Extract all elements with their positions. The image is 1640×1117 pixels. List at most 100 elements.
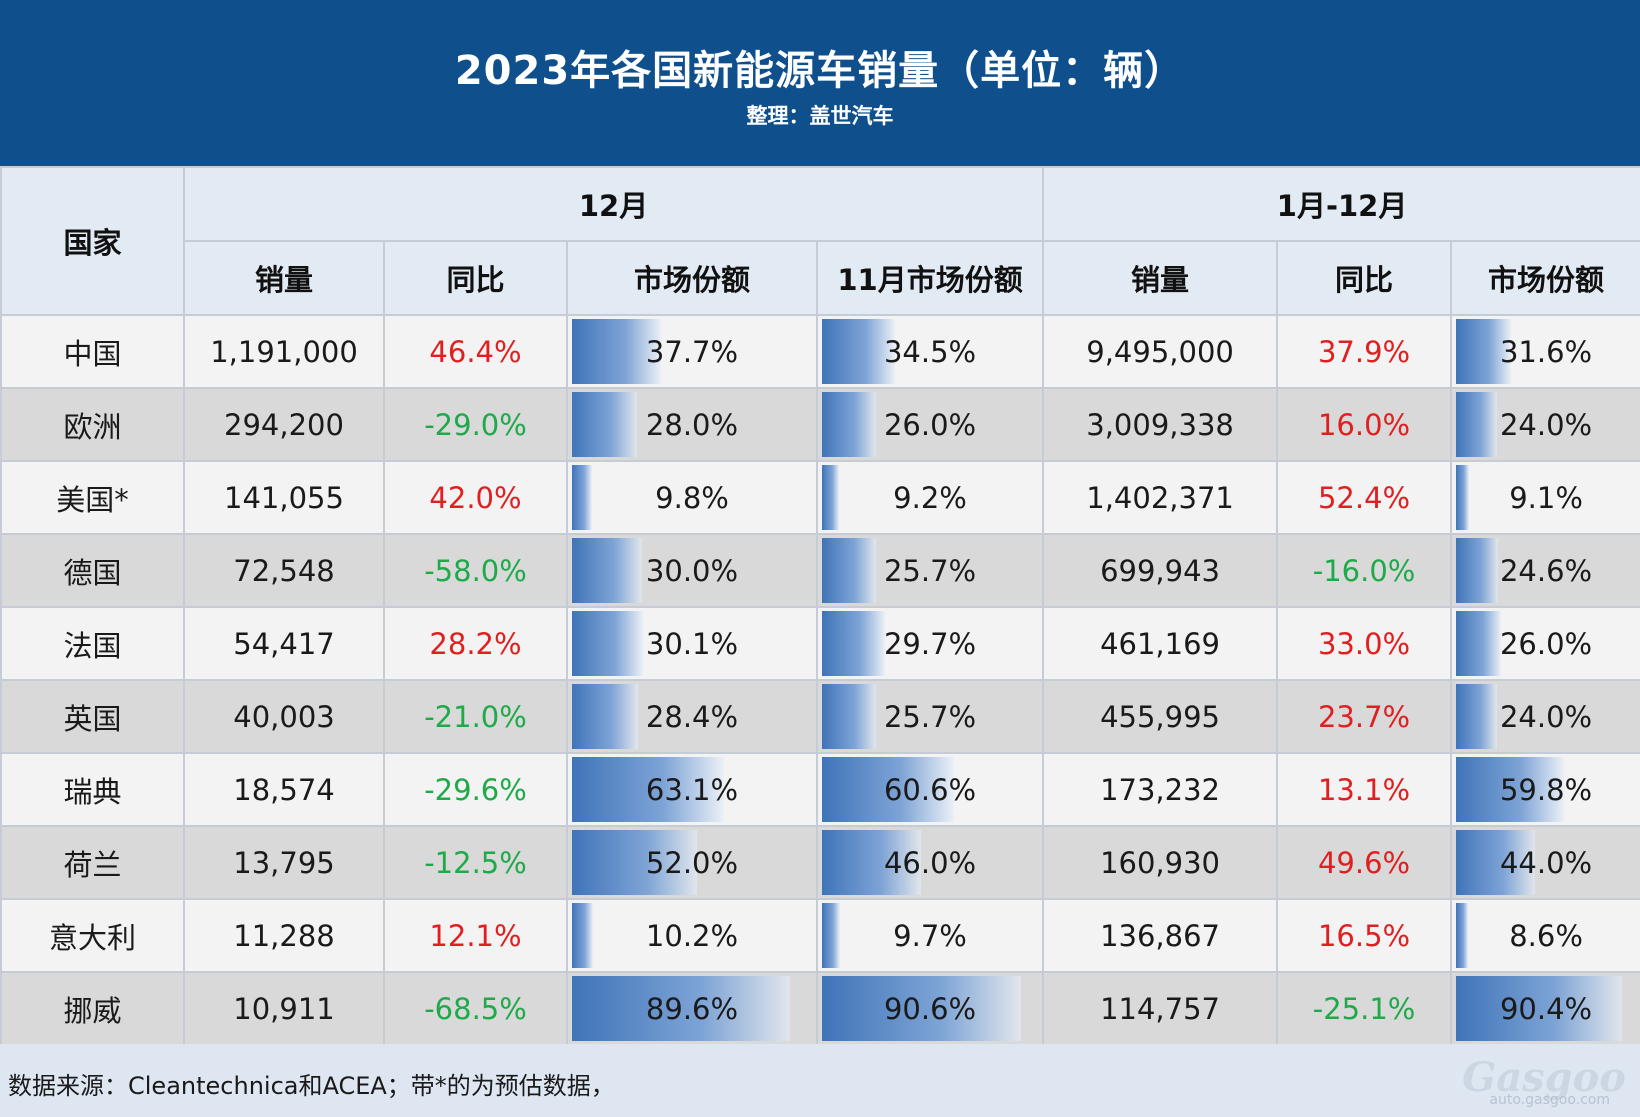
year-sales-cell: 455,995 bbox=[1042, 679, 1279, 754]
nov-share-cell-bar bbox=[822, 757, 954, 822]
year-share-cell-value: 9.1% bbox=[1509, 480, 1583, 515]
col-header-dec-sales: 销量 bbox=[183, 240, 385, 316]
dec-sales-cell: 11,288 bbox=[183, 898, 385, 973]
country-cell: 中国 bbox=[0, 314, 185, 389]
country-header: 国家 bbox=[0, 166, 185, 316]
year-yoy-cell: 23.7% bbox=[1276, 679, 1453, 754]
dec-sales-cell: 13,795 bbox=[183, 825, 385, 900]
col-header-nov-share: 11月市场份额 bbox=[815, 240, 1045, 316]
country-cell: 德国 bbox=[0, 533, 185, 608]
year-yoy-cell: -25.1% bbox=[1276, 971, 1453, 1046]
dec-share-cell: 9.8% bbox=[566, 460, 818, 535]
dec-sales-cell: 72,548 bbox=[183, 533, 385, 608]
col-header-year-yoy: 同比 bbox=[1276, 240, 1453, 316]
page-subtitle: 整理：盖世汽车 bbox=[746, 104, 894, 128]
dec-share-cell-value: 30.0% bbox=[645, 553, 739, 588]
dec-share-cell-bar bbox=[572, 684, 639, 749]
dec-yoy-cell: 46.4% bbox=[383, 314, 568, 389]
year-share-cell-value: 24.0% bbox=[1499, 699, 1593, 734]
dec-yoy-cell: 12.1% bbox=[383, 898, 568, 973]
nov-share-cell: 9.2% bbox=[815, 460, 1045, 535]
dec-share-cell-bar bbox=[572, 319, 662, 384]
year-share-cell: 24.0% bbox=[1450, 387, 1640, 462]
year-share-cell-bar bbox=[1456, 684, 1498, 749]
nov-share-cell-bar bbox=[822, 903, 840, 968]
dec-share-cell-bar bbox=[572, 465, 593, 530]
dec-yoy-cell: 42.0% bbox=[383, 460, 568, 535]
country-cell: 意大利 bbox=[0, 898, 185, 973]
nov-share-cell-value: 34.5% bbox=[883, 334, 977, 369]
group-header-december: 12月 bbox=[182, 166, 1045, 242]
col-header-year-share: 市场份额 bbox=[1450, 240, 1640, 316]
dec-yoy-cell: -12.5% bbox=[383, 825, 568, 900]
nov-share-cell-value: 25.7% bbox=[883, 699, 977, 734]
table-row: 德国 72,548 -58.0% 30.0% 25.7% 699,943 -16.0% 24.… bbox=[0, 533, 1640, 608]
year-share-cell-value: 44.0% bbox=[1499, 845, 1593, 880]
year-share-cell-bar bbox=[1456, 538, 1499, 603]
dec-share-cell-value: 89.6% bbox=[645, 991, 739, 1026]
nov-share-cell-value: 9.2% bbox=[893, 480, 967, 515]
table-body: 中国 1,191,000 46.4% 37.7% 34.5% 9,495,000 37.9%… bbox=[0, 314, 1640, 1046]
year-share-cell: 31.6% bbox=[1450, 314, 1640, 389]
year-share-cell-bar bbox=[1456, 319, 1512, 384]
nov-share-cell-bar bbox=[822, 538, 876, 603]
dec-sales-cell: 54,417 bbox=[183, 606, 385, 681]
dec-sales-cell: 40,003 bbox=[183, 679, 385, 754]
gasgoo-logo: Gasgoo bbox=[1462, 1054, 1626, 1101]
nov-share-cell-bar bbox=[822, 976, 1021, 1041]
dec-share-cell-value: 28.4% bbox=[645, 699, 739, 734]
dec-share-cell-bar bbox=[572, 903, 594, 968]
nov-share-cell-bar bbox=[822, 611, 885, 676]
col-header-year-sales: 销量 bbox=[1042, 240, 1279, 316]
dec-share-cell-bar bbox=[572, 976, 791, 1041]
country-cell: 荷兰 bbox=[0, 825, 185, 900]
dec-yoy-cell: -68.5% bbox=[383, 971, 568, 1046]
year-yoy-cell: 16.0% bbox=[1276, 387, 1453, 462]
year-share-cell-value: 24.6% bbox=[1499, 553, 1593, 588]
country-cell: 英国 bbox=[0, 679, 185, 754]
nov-share-cell: 25.7% bbox=[815, 679, 1045, 754]
nov-share-cell: 90.6% bbox=[815, 971, 1045, 1046]
dec-share-cell-value: 10.2% bbox=[645, 918, 739, 953]
nov-share-cell: 46.0% bbox=[815, 825, 1045, 900]
dec-share-cell: 30.1% bbox=[566, 606, 818, 681]
source-note: 数据来源：Cleantechnica和ACEA；带*的为预估数据， bbox=[8, 1072, 615, 1100]
logo-url: auto.gasgoo.com bbox=[1489, 1092, 1610, 1108]
nov-share-cell: 26.0% bbox=[815, 387, 1045, 462]
col-header-dec-yoy: 同比 bbox=[383, 240, 568, 316]
table-row: 法国 54,417 28.2% 30.1% 29.7% 461,169 33.0% 26.0% bbox=[0, 606, 1640, 681]
table-row: 欧洲 294,200 -29.0% 28.0% 26.0% 3,009,338 16.0% 2… bbox=[0, 387, 1640, 462]
dec-yoy-cell: -29.6% bbox=[383, 752, 568, 827]
nov-share-cell-bar bbox=[822, 392, 877, 457]
nov-share-cell-value: 26.0% bbox=[883, 407, 977, 442]
year-sales-cell: 9,495,000 bbox=[1042, 314, 1279, 389]
nov-share-cell-bar bbox=[822, 319, 896, 384]
nov-share-cell-bar bbox=[822, 830, 922, 895]
dec-sales-cell: 18,574 bbox=[183, 752, 385, 827]
year-share-cell: 9.1% bbox=[1450, 460, 1640, 535]
nov-share-cell-bar bbox=[822, 684, 876, 749]
dec-share-cell-value: 63.1% bbox=[645, 772, 739, 807]
year-share-cell-bar bbox=[1456, 903, 1469, 968]
table-row: 瑞典 18,574 -29.6% 63.1% 60.6% 173,232 13.1% 59.8… bbox=[0, 752, 1640, 827]
year-sales-cell: 1,402,371 bbox=[1042, 460, 1279, 535]
dec-share-cell: 28.0% bbox=[566, 387, 818, 462]
country-cell: 瑞典 bbox=[0, 752, 185, 827]
dec-share-cell: 63.1% bbox=[566, 752, 818, 827]
dec-share-cell: 52.0% bbox=[566, 825, 818, 900]
dec-sales-cell: 1,191,000 bbox=[183, 314, 385, 389]
dec-share-cell: 28.4% bbox=[566, 679, 818, 754]
group-header-full-year: 1月-12月 bbox=[1042, 166, 1640, 242]
country-cell: 挪威 bbox=[0, 971, 185, 1046]
table-row: 挪威 10,911 -68.5% 89.6% 90.6% 114,757 -25.1% 90.… bbox=[0, 971, 1640, 1046]
year-sales-cell: 114,757 bbox=[1042, 971, 1279, 1046]
year-yoy-cell: 13.1% bbox=[1276, 752, 1453, 827]
year-share-cell: 44.0% bbox=[1450, 825, 1640, 900]
year-yoy-cell: 52.4% bbox=[1276, 460, 1453, 535]
dec-sales-cell: 141,055 bbox=[183, 460, 385, 535]
dec-share-cell-value: 28.0% bbox=[645, 407, 739, 442]
table-row: 意大利 11,288 12.1% 10.2% 9.7% 136,867 16.5% 8.6% bbox=[0, 898, 1640, 973]
nov-share-cell-value: 46.0% bbox=[883, 845, 977, 880]
year-yoy-cell: 16.5% bbox=[1276, 898, 1453, 973]
year-share-cell-bar bbox=[1456, 611, 1501, 676]
